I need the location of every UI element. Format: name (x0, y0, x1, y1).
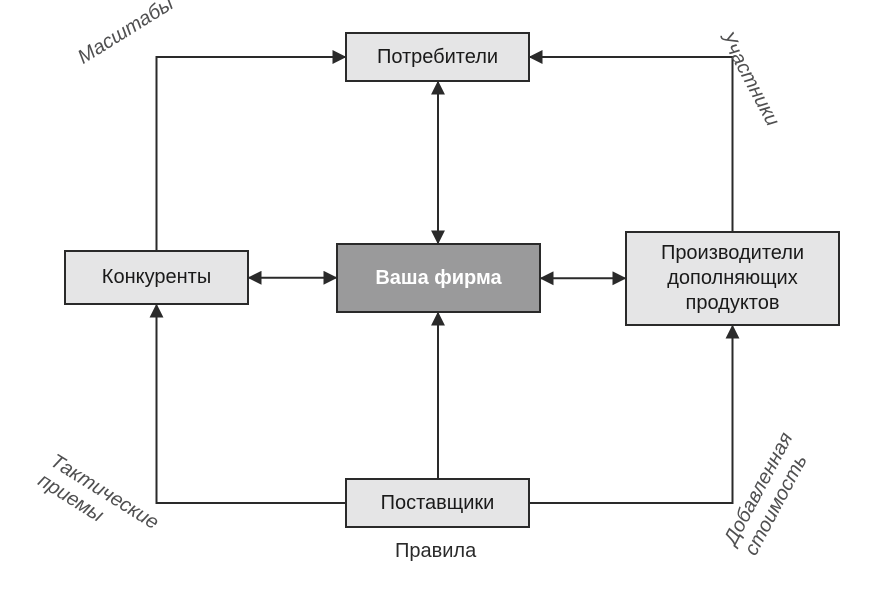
corner-label-tl: Масштабы (74, 0, 178, 70)
corner-label-bl: Тактические приемы (34, 450, 163, 554)
bottom-label: Правила (395, 540, 476, 563)
node-center-label: Ваша фирма (375, 266, 501, 291)
corner-label-tr: Участники (715, 28, 784, 130)
node-left-label: Конкуренты (102, 265, 211, 290)
node-center: Ваша фирма (336, 243, 541, 313)
node-top-label: Потребители (377, 45, 498, 70)
corner-label-br: Добавленная стоимость (720, 429, 819, 560)
node-top: Потребители (345, 32, 530, 82)
node-bottom-label: Поставщики (381, 491, 495, 516)
node-bottom: Поставщики (345, 478, 530, 528)
node-left: Конкуренты (64, 250, 249, 305)
node-right-label: Производители дополняющих продуктов (635, 241, 830, 316)
node-right: Производители дополняющих продуктов (625, 231, 840, 326)
